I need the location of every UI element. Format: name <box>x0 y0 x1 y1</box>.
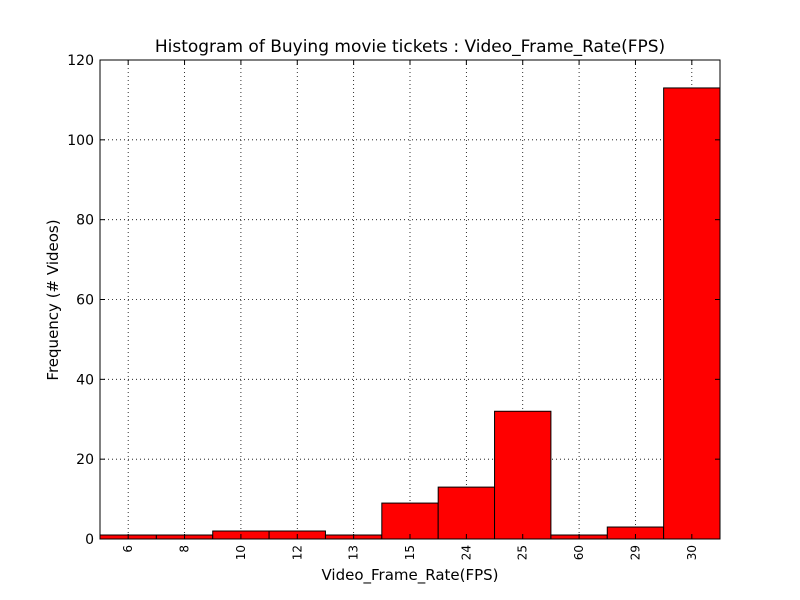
x-tick-label: 10 <box>234 545 248 560</box>
x-tick-label: 15 <box>403 545 417 560</box>
x-axis-label: Video_Frame_Rate(FPS) <box>321 566 498 585</box>
bar-30 <box>663 87 721 540</box>
x-tick-label: 12 <box>290 545 304 560</box>
bar-25 <box>494 410 552 540</box>
chart-title: Histogram of Buying movie tickets : Vide… <box>155 37 665 57</box>
x-tick-label: 60 <box>572 545 586 560</box>
x-tick-label: 30 <box>685 545 699 560</box>
y-tick-label: 0 <box>85 532 94 548</box>
axis-ticks: 0 20 40 60 80 100 120 6 8 10 12 13 15 24 25 60 29 30 <box>67 53 720 560</box>
y-tick-label: 100 <box>67 133 94 149</box>
y-tick-label: 20 <box>76 452 94 468</box>
x-tick-label: 29 <box>628 545 642 560</box>
x-tick-label: 25 <box>516 545 530 560</box>
y-tick-label: 120 <box>67 53 94 69</box>
x-tick-label: 8 <box>178 545 192 553</box>
y-tick-label: 60 <box>76 293 94 309</box>
bar-15 <box>381 502 439 540</box>
x-tick-label: 6 <box>121 545 135 553</box>
x-tick-label: 13 <box>347 545 361 560</box>
bars <box>99 87 721 540</box>
y-axis-label: Frequency (# Videos) <box>44 219 62 380</box>
y-tick-label: 40 <box>76 372 94 388</box>
x-tick-label: 24 <box>459 545 473 560</box>
y-tick-label: 80 <box>76 213 94 229</box>
grid-lines <box>100 60 720 539</box>
bar-24 <box>437 486 496 540</box>
